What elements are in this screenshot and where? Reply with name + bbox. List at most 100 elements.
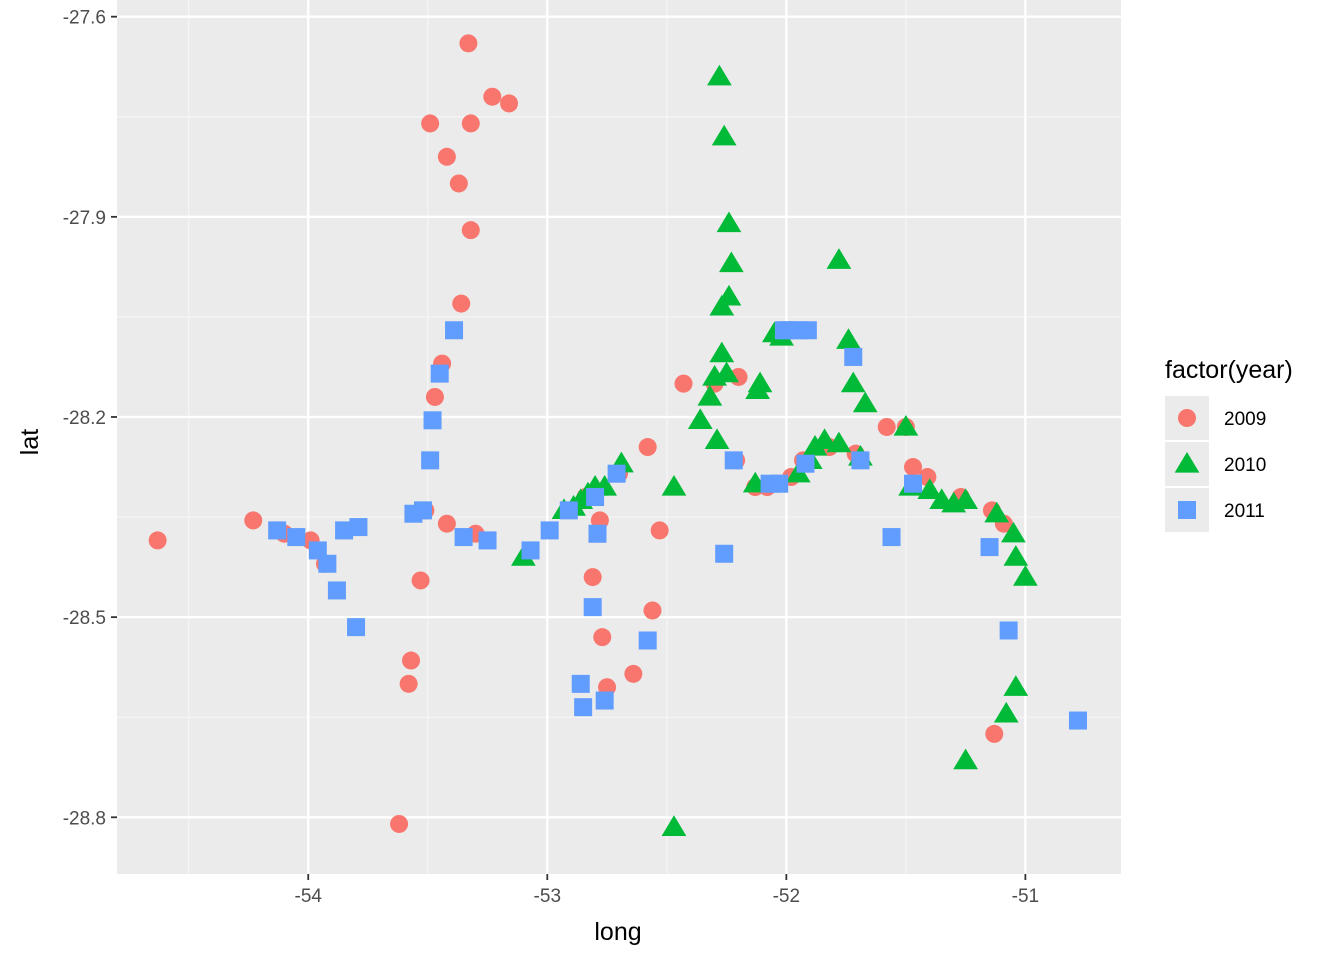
data-point-2011 bbox=[559, 501, 578, 520]
data-point-2009 bbox=[148, 531, 167, 550]
data-point-2010 bbox=[661, 815, 687, 836]
data-point-2011 bbox=[445, 321, 464, 340]
data-point-2010 bbox=[1013, 565, 1038, 586]
legend: factor(year) 2009 2010 2011 bbox=[1165, 356, 1293, 532]
data-point-2010 bbox=[718, 251, 744, 273]
data-point-2009 bbox=[421, 114, 440, 133]
data-point-2011 bbox=[478, 531, 497, 550]
data-point-2011 bbox=[796, 454, 815, 473]
legend-symbol-2009 bbox=[1178, 409, 1196, 427]
data-point-2011 bbox=[413, 501, 432, 520]
data-point-2010 bbox=[984, 501, 1010, 523]
data-point-2010 bbox=[661, 475, 687, 496]
data-point-2010 bbox=[993, 701, 1019, 723]
data-point-2011 bbox=[1068, 711, 1087, 730]
x-tick-label: -52 bbox=[773, 886, 800, 907]
data-point-2009 bbox=[904, 458, 923, 477]
data-point-2011 bbox=[904, 474, 923, 493]
data-point-2009 bbox=[674, 374, 693, 393]
major-gridlines bbox=[117, 0, 1121, 874]
data-point-2010 bbox=[836, 328, 861, 349]
data-point-2009 bbox=[985, 724, 1004, 743]
data-point-2010 bbox=[893, 414, 919, 436]
data-point-2009 bbox=[399, 674, 418, 693]
data-point-2009 bbox=[244, 511, 263, 530]
data-point-2011 bbox=[268, 521, 287, 540]
data-point-2010 bbox=[716, 211, 742, 233]
data-point-2010 bbox=[826, 431, 852, 453]
data-point-2009 bbox=[411, 571, 430, 590]
data-point-2009 bbox=[452, 294, 471, 313]
legend-label-2010: 2010 bbox=[1224, 455, 1266, 476]
data-point-2009 bbox=[461, 221, 480, 240]
data-point-2011 bbox=[349, 518, 368, 537]
data-point-2010 bbox=[709, 341, 735, 363]
data-point-2009 bbox=[593, 628, 612, 647]
data-point-2011 bbox=[588, 524, 607, 543]
data-point-2011 bbox=[715, 544, 734, 563]
data-point-2010 bbox=[697, 384, 723, 406]
data-point-2011 bbox=[571, 674, 590, 693]
data-point-2010 bbox=[687, 408, 713, 429]
y-tick-label: -27.6 bbox=[63, 8, 106, 29]
y-tick-label: -28.8 bbox=[63, 808, 106, 829]
data-point-2009 bbox=[402, 651, 421, 670]
data-point-2009 bbox=[437, 147, 456, 166]
data-point-2011 bbox=[574, 698, 593, 717]
data-point-2009 bbox=[461, 114, 480, 133]
data-point-2010 bbox=[826, 248, 852, 269]
data-point-2009 bbox=[650, 521, 669, 540]
plot-panel bbox=[117, 0, 1121, 874]
minor-gridlines bbox=[117, 0, 1121, 874]
data-point-2011 bbox=[586, 488, 605, 507]
data-point-2011 bbox=[999, 621, 1018, 640]
x-axis: -54 -53 -52 -51 bbox=[295, 874, 1039, 907]
data-point-2009 bbox=[918, 468, 937, 487]
data-point-2009 bbox=[459, 34, 478, 53]
data-point-2010 bbox=[1001, 521, 1026, 543]
data-point-2009 bbox=[437, 514, 456, 533]
x-tick-label: -54 bbox=[295, 886, 323, 907]
data-point-2011 bbox=[327, 581, 346, 600]
data-point-2011 bbox=[844, 347, 863, 366]
data-point-2009 bbox=[425, 387, 444, 406]
data-point-2010 bbox=[704, 428, 730, 449]
data-point-2009 bbox=[624, 664, 643, 683]
data-point-2011 bbox=[882, 528, 901, 547]
y-tick-label: -28.2 bbox=[63, 408, 106, 429]
legend-title: factor(year) bbox=[1165, 356, 1293, 384]
data-point-2011 bbox=[430, 364, 449, 383]
x-tick-label: -53 bbox=[534, 886, 561, 907]
data-point-2009 bbox=[483, 87, 502, 106]
legend-label-2011: 2011 bbox=[1224, 501, 1265, 522]
data-point-2011 bbox=[638, 631, 657, 650]
data-point-2009 bbox=[500, 94, 519, 113]
legend-symbol-2010 bbox=[1174, 452, 1200, 473]
legend-label-2009: 2009 bbox=[1224, 409, 1266, 430]
x-tick-label: -51 bbox=[1012, 886, 1039, 907]
y-axis-title: lat bbox=[16, 429, 44, 455]
data-point-2011 bbox=[583, 598, 602, 617]
data-point-2010 bbox=[812, 428, 837, 449]
data-point-2011 bbox=[454, 528, 473, 547]
data-point-2011 bbox=[595, 691, 614, 710]
data-point-2011 bbox=[347, 618, 366, 637]
data-point-2010 bbox=[1003, 675, 1029, 696]
data-point-2011 bbox=[521, 541, 540, 560]
x-axis-title: long bbox=[594, 918, 641, 946]
data-point-2009 bbox=[583, 568, 602, 587]
data-point-2009 bbox=[390, 814, 409, 833]
data-point-2010 bbox=[1003, 545, 1029, 566]
data-point-2010 bbox=[707, 64, 732, 86]
data-points bbox=[148, 34, 1087, 836]
data-point-2010 bbox=[953, 748, 978, 770]
data-point-2010 bbox=[953, 488, 978, 510]
data-point-2011 bbox=[851, 451, 870, 470]
data-point-2009 bbox=[877, 417, 896, 436]
data-point-2009 bbox=[643, 601, 662, 620]
data-point-2010 bbox=[747, 371, 773, 393]
data-point-2009 bbox=[449, 174, 468, 193]
data-point-2011 bbox=[724, 451, 743, 470]
data-point-2010 bbox=[917, 478, 943, 500]
